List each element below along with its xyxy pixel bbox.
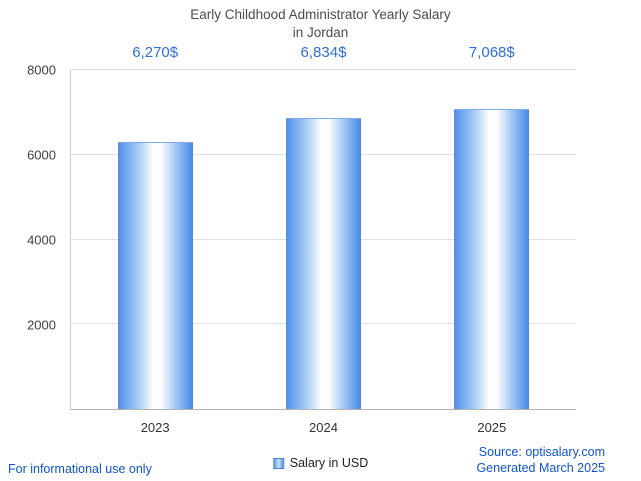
y-axis: 2000 4000 6000 8000 (0, 63, 64, 410)
chart-title-line1: Early Childhood Administrator Yearly Sal… (190, 7, 451, 22)
x-axis-label: 2023 (140, 420, 170, 435)
chart-title-line2: in Jordan (292, 24, 349, 40)
x-axis-label: 2025 (477, 420, 507, 435)
bar (285, 118, 361, 409)
footer-disclaimer: For informational use only (8, 462, 152, 476)
y-axis-tick-label: 4000 (27, 232, 56, 248)
y-axis-tick-label: 6000 (27, 147, 56, 163)
legend-label: Salary in USD (289, 456, 369, 470)
chart-title: Early Childhood Administrator Yearly Sal… (0, 6, 641, 41)
x-axis-label: 2024 (309, 420, 338, 435)
bar-column: 6,834$ 2024 (285, 44, 361, 435)
source-link[interactable]: Source: optisalary.com (478, 445, 605, 459)
generated-date: Generated March 2025 (476, 461, 605, 475)
bar (117, 142, 193, 409)
legend-swatch-icon (272, 457, 284, 469)
bar (454, 108, 530, 409)
gridline (71, 69, 576, 70)
y-axis-tick-label: 2000 (27, 317, 56, 333)
bar-column: 7,068$ 2025 (454, 44, 530, 435)
bars-container: 6,270$ 2023 6,834$ 2024 7,068$ 2025 (71, 44, 576, 435)
bar-column: 6,270$ 2023 (117, 44, 193, 435)
bar-value-label: 7,068$ (468, 44, 515, 61)
y-axis-tick-label: 8000 (27, 62, 56, 78)
plot-area: 6,270$ 2023 6,834$ 2024 7,068$ 2025 (70, 44, 576, 435)
footer-source[interactable]: Source: optisalary.com Generated March 2… (476, 444, 605, 476)
legend: Salary in USD (272, 456, 369, 470)
bar-value-label: 6,834$ (300, 44, 347, 61)
bar-value-label: 6,270$ (132, 44, 179, 61)
